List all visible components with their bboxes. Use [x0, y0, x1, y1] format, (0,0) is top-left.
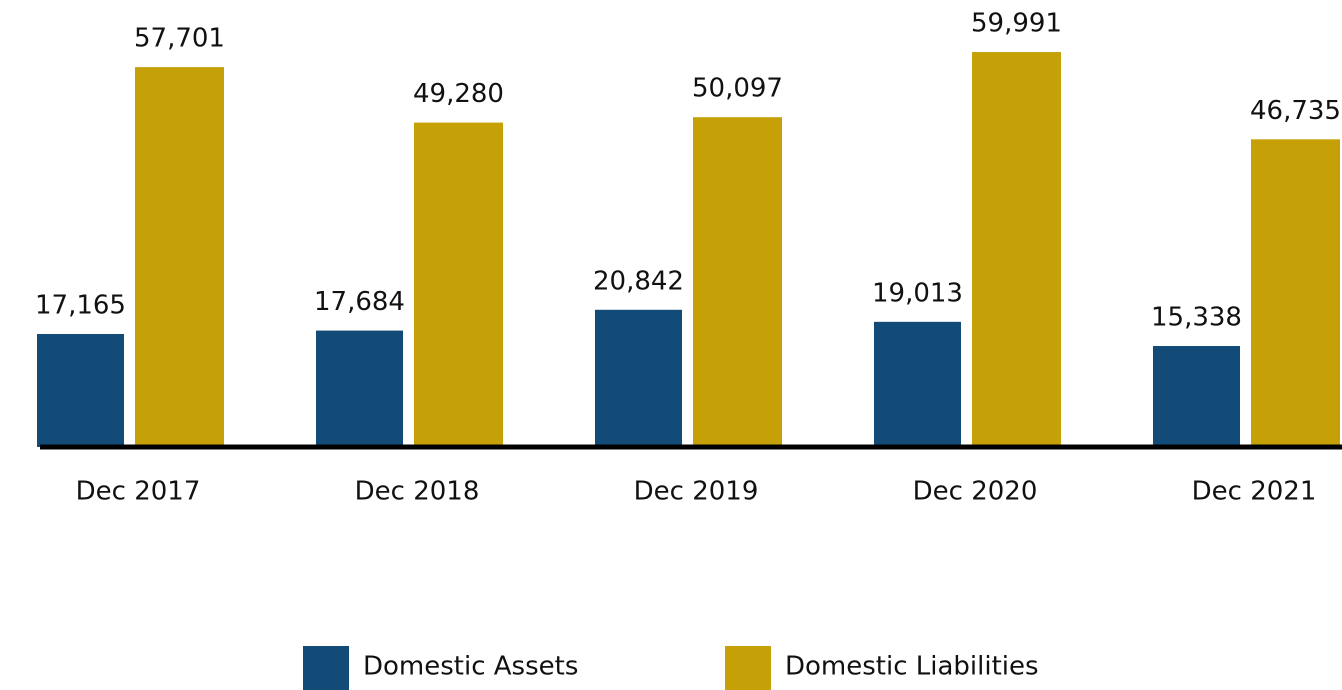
legend-swatch: [725, 646, 771, 690]
bar: [414, 122, 503, 447]
bar: [37, 333, 124, 447]
bar: [693, 117, 782, 447]
bar: [874, 321, 961, 447]
value-label: 15,338: [1151, 303, 1242, 333]
bar: [1251, 139, 1340, 447]
value-label: 59,991: [971, 9, 1062, 39]
legend-label: Domestic Liabilities: [785, 652, 1039, 682]
x-tick-label: Dec 2017: [76, 477, 201, 507]
bar: [135, 67, 224, 448]
value-label: 20,842: [593, 266, 684, 296]
bar: [972, 52, 1061, 447]
value-label: 19,013: [872, 278, 963, 308]
value-label: 17,684: [314, 287, 405, 317]
legend-label: Domestic Assets: [363, 652, 578, 682]
x-tick-label: Dec 2021: [1192, 477, 1317, 507]
value-label: 57,701: [134, 24, 225, 54]
bar: [1153, 346, 1240, 447]
value-label: 49,280: [413, 79, 504, 109]
x-tick-label: Dec 2018: [355, 477, 480, 507]
bar: [316, 330, 403, 447]
x-tick-label: Dec 2020: [913, 477, 1038, 507]
value-label: 46,735: [1250, 96, 1341, 126]
bar: [595, 309, 682, 447]
value-label: 17,165: [35, 290, 126, 320]
legend-swatch: [303, 646, 349, 690]
value-label: 50,097: [692, 74, 783, 104]
x-tick-label: Dec 2019: [634, 477, 759, 507]
